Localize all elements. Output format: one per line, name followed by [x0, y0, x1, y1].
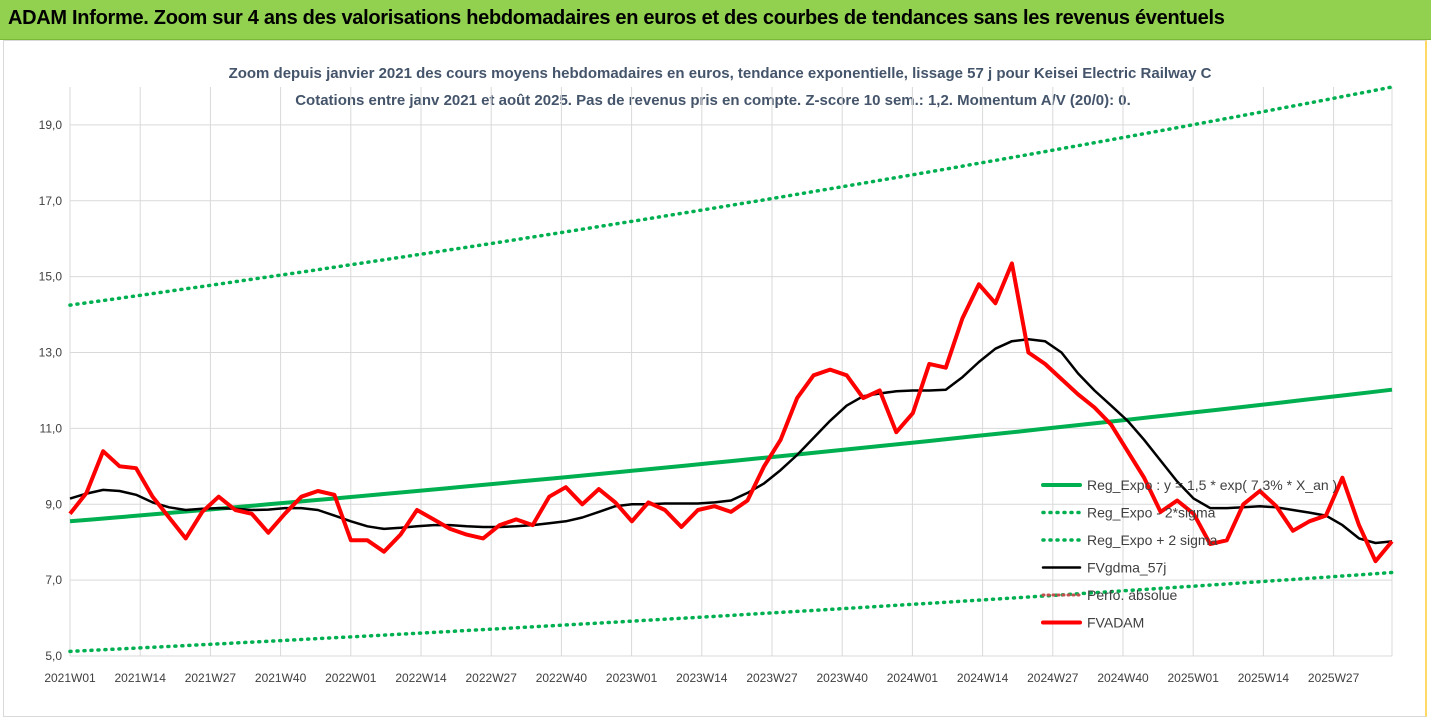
- plot-area: [68, 85, 1394, 654]
- legend-label: FVgdma_57j: [1087, 560, 1166, 576]
- y-tick-label: 13,0: [39, 346, 63, 360]
- x-tick-label: 2021W27: [185, 671, 237, 685]
- legend-label: Reg_Expo : y = 1,5 * exp( 7,3% * X_an ): [1087, 477, 1337, 493]
- x-tick-label: 2022W01: [325, 671, 377, 685]
- x-tick-label: 2023W40: [817, 671, 869, 685]
- y-tick-label: 9,0: [45, 497, 62, 511]
- y-tick-label: 19,0: [39, 118, 63, 132]
- x-tick-label: 2022W27: [466, 671, 518, 685]
- legend-label: Reg_Expo - 2*sigma: [1087, 505, 1216, 521]
- report-banner: ADAM Informe. Zoom sur 4 ans des valoris…: [0, 0, 1431, 40]
- x-tick-label: 2022W14: [395, 671, 447, 685]
- y-tick-label: 5,0: [45, 649, 62, 663]
- y-tick-label: 15,0: [39, 270, 63, 284]
- x-tick-label: 2023W01: [606, 671, 658, 685]
- y-axis: 5,0 7,0 9,0 11,0 13,0 15,0 17,0 19,0: [39, 118, 63, 663]
- x-tick-label: 2025W01: [1168, 671, 1220, 685]
- x-tick-label: 2022W40: [536, 671, 588, 685]
- x-axis: 2021W01 2021W14 2021W27 2021W40 2022W01 2022W…: [44, 671, 1359, 685]
- y-tick-label: 17,0: [39, 194, 63, 208]
- x-tick-label: 2024W14: [957, 671, 1009, 685]
- chart-frame: [3, 40, 1427, 717]
- y-tick-label: 11,0: [40, 421, 63, 435]
- x-tick-label: 2021W40: [255, 671, 307, 685]
- legend-label: Reg_Expo + 2 sigma: [1087, 532, 1218, 548]
- chart-subtitle: Cotations entre janv 2021 et août 2025. …: [295, 92, 1131, 109]
- legend: Reg_Expo : y = 1,5 * exp( 7,3% * X_an ) R…: [1041, 477, 1337, 631]
- x-tick-label: 2024W27: [1027, 671, 1079, 685]
- x-tick-label: 2024W40: [1097, 671, 1149, 685]
- x-tick-label: 2024W01: [887, 671, 939, 685]
- x-tick-label: 2023W14: [676, 671, 728, 685]
- price-line: [68, 261, 1394, 564]
- trend-line: [69, 387, 1393, 524]
- banner-title: ADAM Informe. Zoom sur 4 ans des valoris…: [8, 7, 1225, 29]
- x-tick-label: 2023W27: [746, 671, 798, 685]
- legend-label: Perfo. absolue: [1087, 587, 1177, 603]
- x-tick-label: 2025W14: [1238, 671, 1290, 685]
- chart-title: Zoom depuis janvier 2021 des cours moyen…: [229, 65, 1212, 82]
- x-tick-label: 2025W27: [1308, 671, 1360, 685]
- upper-band-line: [68, 85, 1394, 307]
- y-tick-label: 7,0: [45, 573, 62, 587]
- legend-label: FVADAM: [1087, 615, 1144, 631]
- grid: [69, 87, 1393, 657]
- x-tick-label: 2021W14: [115, 671, 167, 685]
- x-tick-label: 2021W01: [44, 671, 96, 685]
